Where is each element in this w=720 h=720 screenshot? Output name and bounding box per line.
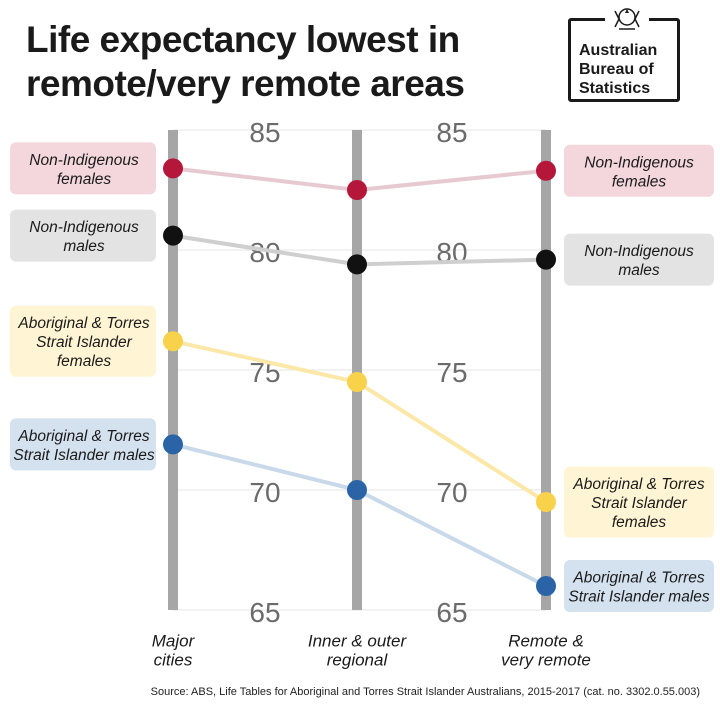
- legend-label-left-2: Non-Indigenous males: [29, 219, 139, 255]
- data-point: [163, 434, 183, 455]
- category-label-2: Inner & outer regional: [308, 632, 408, 670]
- source-note: Source: ABS, Life Tables for Aboriginal …: [150, 686, 700, 698]
- y-tick-label: 75: [436, 357, 467, 388]
- data-point: [163, 331, 183, 352]
- data-point: [347, 254, 367, 275]
- category-label-3: Remote & very remote: [501, 632, 591, 670]
- legend-box-left-2: [10, 209, 156, 262]
- y-tick-label: 85: [249, 117, 280, 148]
- y-tick-label: 70: [436, 477, 467, 508]
- legend-label-right-2: Non-Indigenous males: [584, 243, 694, 279]
- legend-label-left-4: Aboriginal & Torres Strait Islander males: [13, 428, 155, 464]
- logo-line-2: Bureau of: [579, 61, 654, 78]
- legend-box-left-4: [10, 418, 156, 471]
- legend-box-right-3: [564, 466, 714, 538]
- legend-label-left-1: Non-Indigenous females: [29, 152, 139, 188]
- y-tick-label: 85: [436, 117, 467, 148]
- data-point: [163, 158, 183, 179]
- data-point: [536, 576, 556, 596]
- title-line-2: remote/very remote areas: [26, 63, 465, 104]
- data-point: [536, 160, 556, 181]
- legend-label-right-4: Aboriginal & Torres Strait Islander males: [568, 570, 710, 606]
- y-tick-label: 65: [436, 597, 467, 628]
- category-axis-2: [352, 130, 362, 610]
- chart-title: Life expectancy lowest in remote/very re…: [26, 18, 546, 106]
- legend-box-right-4: [564, 560, 714, 612]
- data-point: [163, 225, 183, 246]
- title-line-1: Life expectancy lowest in: [26, 19, 460, 60]
- data-point: [536, 492, 556, 512]
- legend-box-left-3: [10, 305, 156, 377]
- logo-line-1: Australian: [579, 42, 658, 59]
- category-label-1: Major cities: [152, 632, 196, 670]
- y-tick-label: 65: [249, 597, 280, 628]
- legend-label-right-3: Aboriginal & Torres Strait Islander female…: [572, 476, 704, 531]
- coat-of-arms-icon: [605, 5, 649, 33]
- category-axis-1: [168, 130, 178, 610]
- data-point: [347, 480, 367, 500]
- logo-line-3: Statistics: [579, 80, 651, 97]
- category-axis-3: [541, 130, 551, 610]
- data-point: [536, 249, 556, 270]
- legend-label-left-3: Aboriginal & Torres Strait Islander female…: [17, 315, 149, 370]
- legend-label-right-1: Non-Indigenous females: [584, 154, 694, 190]
- legend-box-right-2: [564, 233, 714, 286]
- abs-logo: Australian Bureau of Statistics: [568, 5, 680, 102]
- legend-box-right-1: [564, 144, 714, 197]
- data-point: [347, 372, 367, 392]
- data-point: [347, 180, 367, 200]
- legend-box-left-1: [10, 142, 156, 195]
- y-tick-label: 70: [249, 477, 280, 508]
